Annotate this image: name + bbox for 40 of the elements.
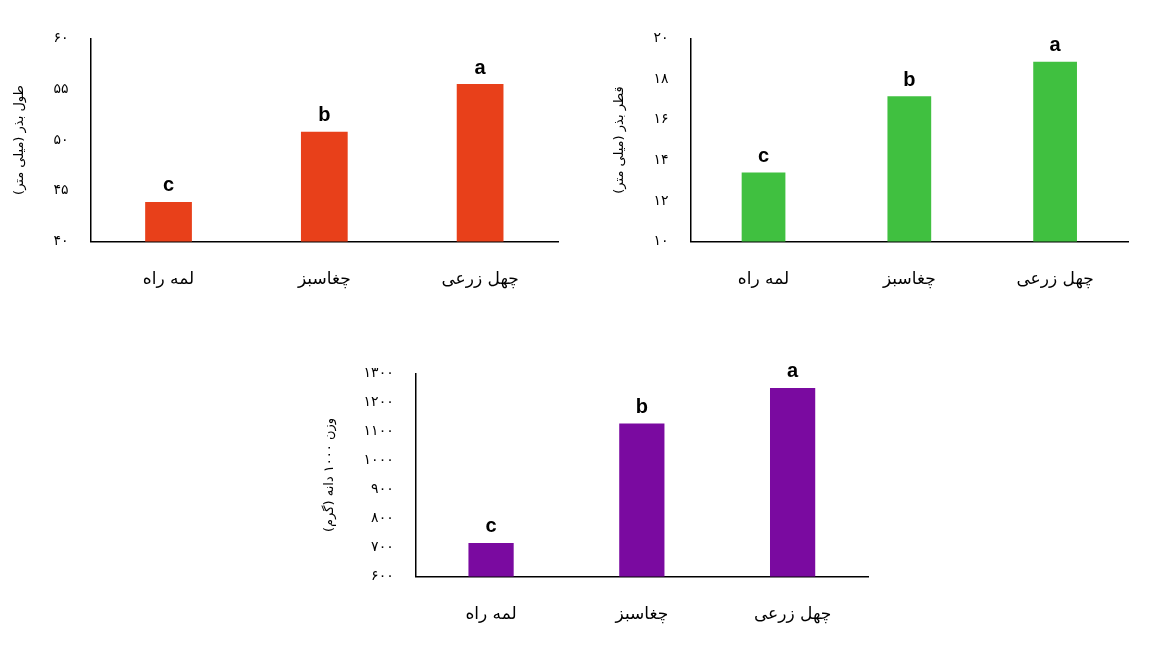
y-axis-title: طول بذر (میلی متر) bbox=[11, 85, 28, 195]
y-tick-label: ۶۰۰ bbox=[371, 567, 394, 584]
x-tick-label: لمه راه bbox=[465, 603, 517, 624]
y-tick-label: ۱۰۰۰ bbox=[363, 451, 394, 468]
x-tick-label: چهل زرعی bbox=[441, 268, 519, 290]
annotation: b bbox=[903, 67, 916, 90]
x-tick-label: چغاسبز bbox=[614, 603, 669, 625]
y-tick-label: ۱۱۰۰ bbox=[363, 422, 394, 439]
y-tick-label: ۱۶ bbox=[653, 110, 669, 127]
y-tick-label: ۱۸ bbox=[653, 69, 670, 86]
y-axis-title: قطر بذر (میلی متر) bbox=[611, 86, 628, 194]
y-tick-label: ۲۰ bbox=[653, 29, 669, 46]
x-tick-label: چغاسبز bbox=[881, 268, 936, 290]
annotation: c bbox=[757, 144, 770, 167]
y-tick-label: ۴۰ bbox=[53, 232, 69, 249]
annotation: b bbox=[318, 103, 331, 126]
y-tick-label: ۷۰۰ bbox=[371, 538, 394, 555]
y-tick-label: ۶۰ bbox=[53, 29, 69, 46]
y-tick-label: ۱۳۰۰ bbox=[363, 364, 394, 381]
y-tick-label: ۵۰ bbox=[53, 130, 69, 147]
annotation: c bbox=[485, 514, 497, 537]
x-tick-label: چهل زرعی bbox=[1016, 268, 1094, 290]
y-tick-label: ۵۵ bbox=[53, 79, 69, 96]
y-tick-label: ۱۴ bbox=[653, 150, 669, 167]
y-tick-label: ۱۲۰۰ bbox=[363, 393, 394, 410]
annotation: a bbox=[474, 55, 487, 78]
y-tick-label: ۱۲ bbox=[653, 191, 669, 208]
x-tick-label: چغاسبز bbox=[296, 268, 351, 290]
y-axis-title: وزن ۱۰۰۰ دانه (گرم) bbox=[321, 418, 338, 532]
annotation: a bbox=[1049, 33, 1062, 56]
y-tick-label: ۱۰ bbox=[653, 232, 669, 249]
annotation: a bbox=[787, 359, 800, 382]
x-tick-label: لمه راه bbox=[142, 268, 195, 289]
y-tick-label: ۹۰۰ bbox=[371, 480, 394, 497]
x-tick-label: لمه راه bbox=[737, 268, 790, 289]
x-tick-label: چهل زرعی bbox=[753, 603, 832, 625]
y-tick-label: ۴۵ bbox=[53, 181, 69, 198]
annotation: b bbox=[635, 395, 648, 418]
y-tick-label: ۸۰۰ bbox=[371, 509, 394, 526]
annotation: c bbox=[162, 173, 175, 196]
